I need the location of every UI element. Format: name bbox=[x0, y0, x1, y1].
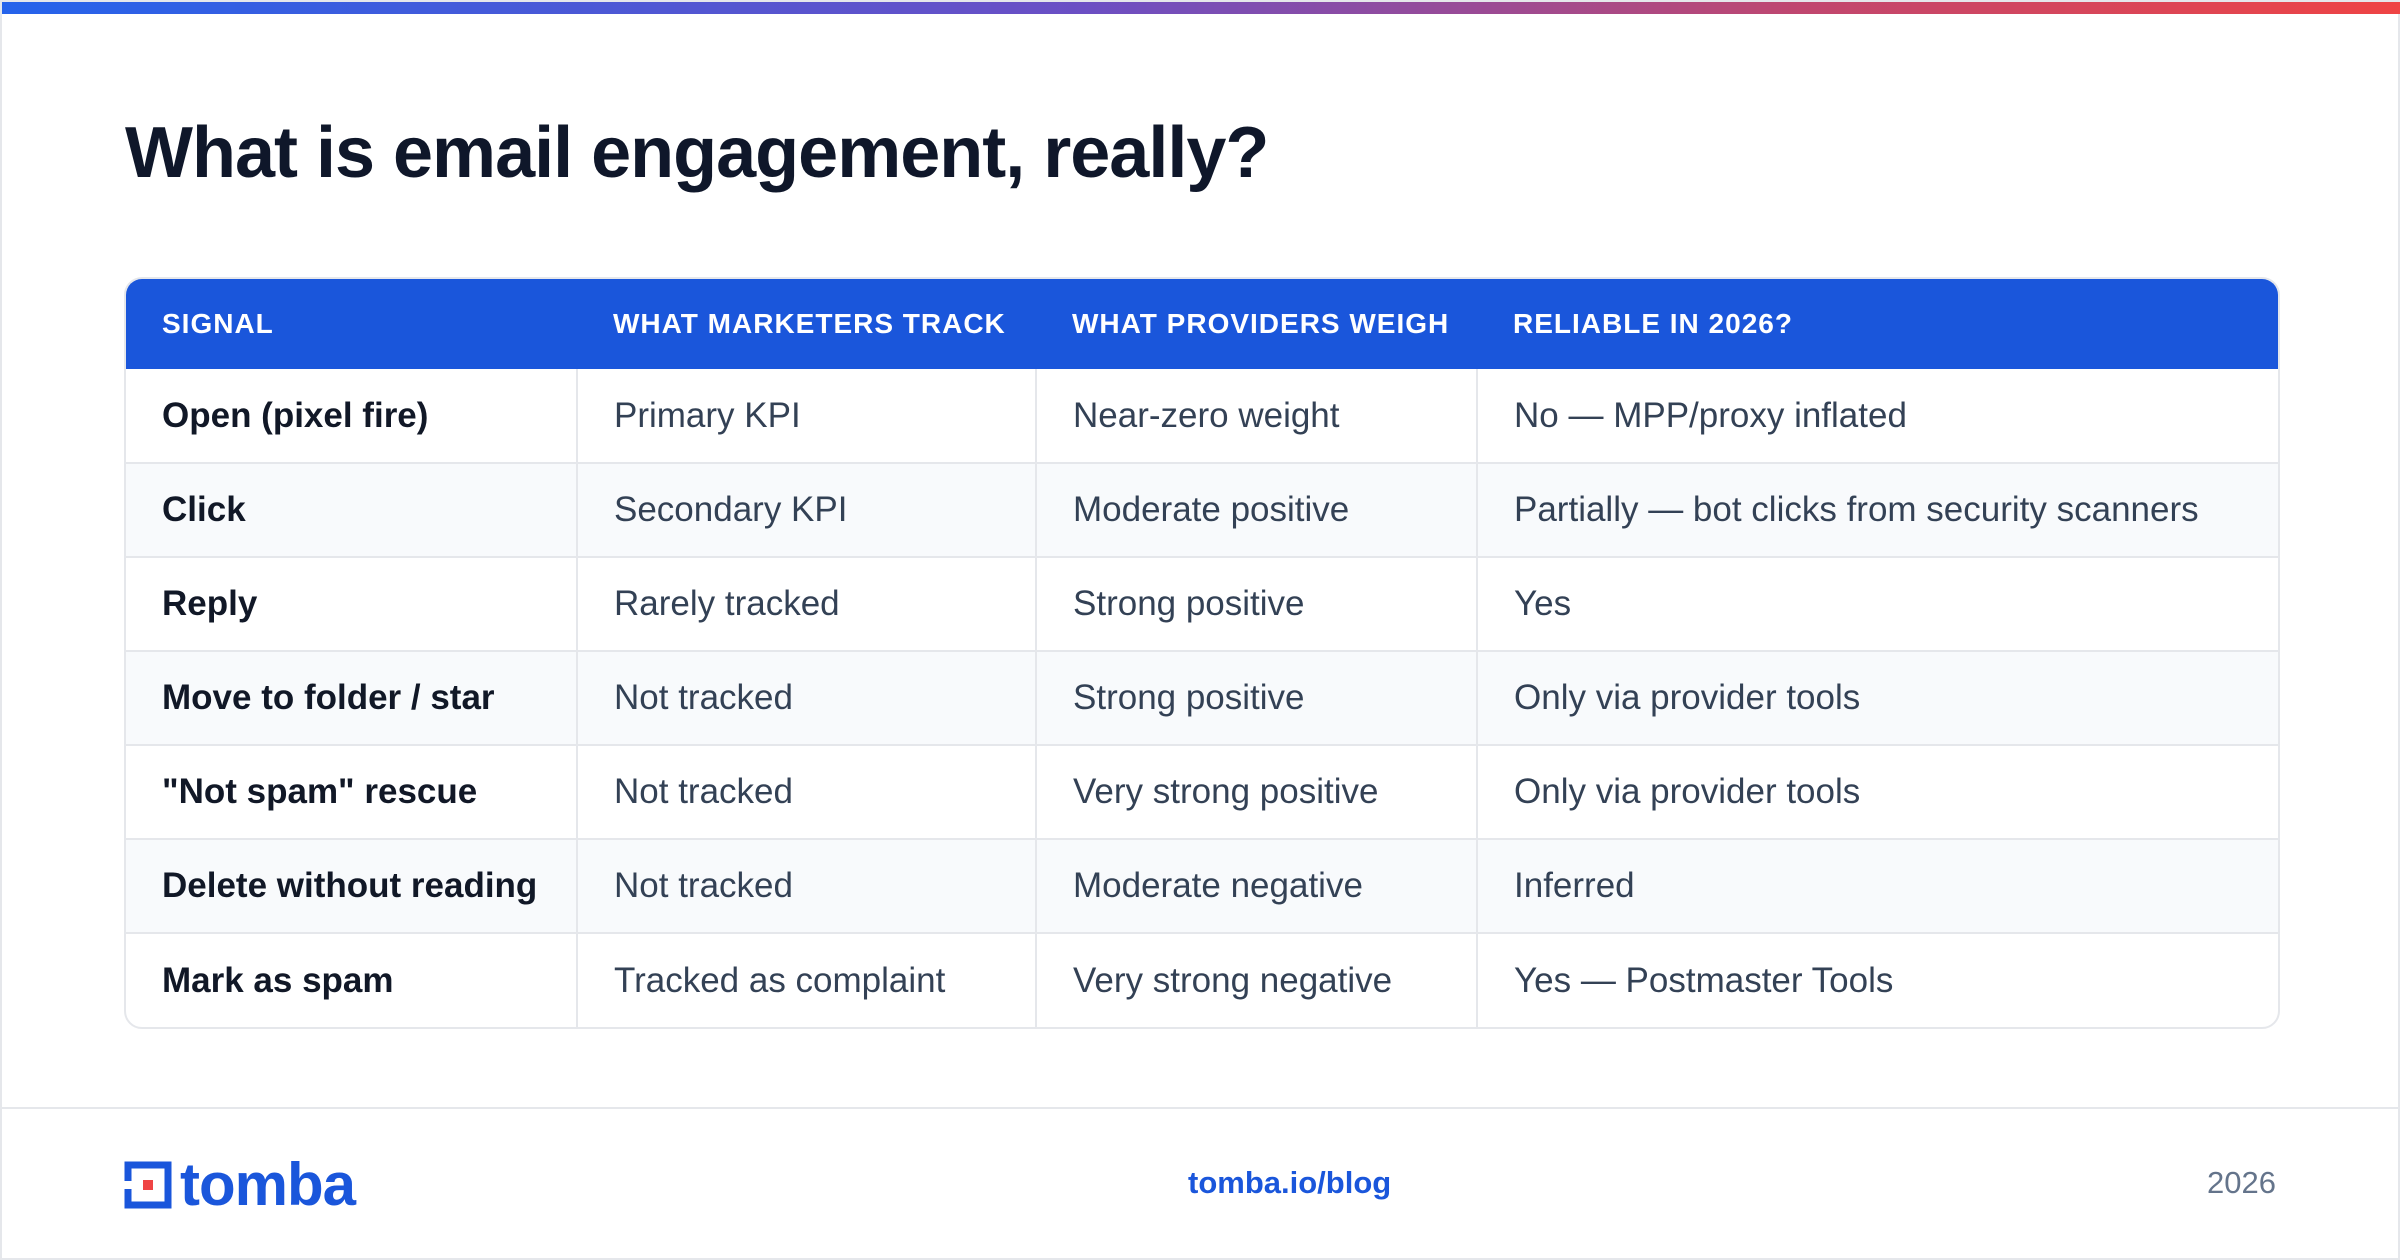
cell-reliable: No — MPP/proxy inflated bbox=[1476, 369, 2278, 463]
cell-signal: Open (pixel fire) bbox=[162, 395, 429, 435]
cell-providers: Near-zero weight bbox=[1035, 369, 1477, 463]
table-row: Move to folder / star Not tracked Strong… bbox=[126, 650, 2278, 745]
cell-reliable: Only via provider tools bbox=[1476, 650, 2278, 745]
cell-providers: Very strong negative bbox=[1035, 932, 1477, 1027]
table-header-row: SIGNAL WHAT MARKETERS TRACK WHAT PROVIDE… bbox=[126, 279, 2278, 369]
table-row: "Not spam" rescue Not tracked Very stron… bbox=[126, 744, 2278, 839]
cell-marketers: Not tracked bbox=[576, 838, 1036, 933]
top-gradient-bar bbox=[2, 2, 2400, 14]
tomba-logo-icon bbox=[124, 1161, 172, 1209]
cell-providers: Strong positive bbox=[1035, 650, 1477, 745]
table-row: Mark as spam Tracked as complaint Very s… bbox=[126, 932, 2278, 1027]
header-signal: SIGNAL bbox=[162, 308, 274, 339]
header-providers-weigh: WHAT PROVIDERS WEIGH bbox=[1072, 308, 1450, 339]
cell-providers: Moderate negative bbox=[1035, 838, 1477, 933]
cell-reliable: Yes bbox=[1476, 556, 2278, 651]
cell-marketers: Rarely tracked bbox=[576, 556, 1036, 651]
cell-providers: Moderate positive bbox=[1035, 462, 1477, 557]
header-reliable: RELIABLE IN 2026? bbox=[1513, 308, 1793, 339]
cell-signal: "Not spam" rescue bbox=[126, 744, 577, 839]
page-title: What is email engagement, really? bbox=[125, 113, 1269, 193]
table-row: Reply Rarely tracked Strong positive Yes bbox=[126, 556, 2278, 651]
table-row: Open (pixel fire) Primary KPI Near-zero … bbox=[126, 369, 2278, 463]
cell-marketers: Not tracked bbox=[576, 650, 1036, 745]
engagement-table: SIGNAL WHAT MARKETERS TRACK WHAT PROVIDE… bbox=[126, 279, 2278, 1027]
cell-signal: Reply bbox=[126, 556, 577, 651]
cell-marketers: Not tracked bbox=[576, 744, 1036, 839]
logo-wordmark: tomba bbox=[180, 1151, 356, 1218]
cell-reliable: Partially — bot clicks from security sca… bbox=[1476, 462, 2278, 557]
cell-marketers: Tracked as complaint bbox=[576, 932, 1036, 1027]
cell-providers: Strong positive bbox=[1035, 556, 1477, 651]
cell-marketers: Primary KPI bbox=[576, 369, 1036, 463]
cell-reliable: Yes — Postmaster Tools bbox=[1476, 932, 2278, 1027]
blog-link[interactable]: tomba.io/blog bbox=[1188, 1165, 1392, 1200]
cell-providers: Very strong positive bbox=[1035, 744, 1477, 839]
engagement-table-container: SIGNAL WHAT MARKETERS TRACK WHAT PROVIDE… bbox=[124, 277, 2280, 1029]
footer-year: 2026 bbox=[2207, 1165, 2276, 1200]
cell-signal: Click bbox=[126, 462, 577, 557]
cell-signal: Mark as spam bbox=[126, 932, 577, 1027]
header-marketers-track: WHAT MARKETERS TRACK bbox=[613, 308, 1006, 339]
cell-signal: Move to folder / star bbox=[126, 650, 577, 745]
tomba-logo: tomba bbox=[124, 1151, 356, 1218]
table-header: SIGNAL WHAT MARKETERS TRACK WHAT PROVIDE… bbox=[126, 279, 2278, 369]
cell-signal: Delete without reading bbox=[126, 838, 577, 933]
cell-reliable: Inferred bbox=[1476, 838, 2278, 933]
cell-reliable: Only via provider tools bbox=[1476, 744, 2278, 839]
table-row: Delete without reading Not tracked Moder… bbox=[126, 838, 2278, 933]
cell-marketers: Secondary KPI bbox=[576, 462, 1036, 557]
footer-divider bbox=[2, 1107, 2400, 1109]
table-row: Click Secondary KPI Moderate positive Pa… bbox=[126, 462, 2278, 557]
